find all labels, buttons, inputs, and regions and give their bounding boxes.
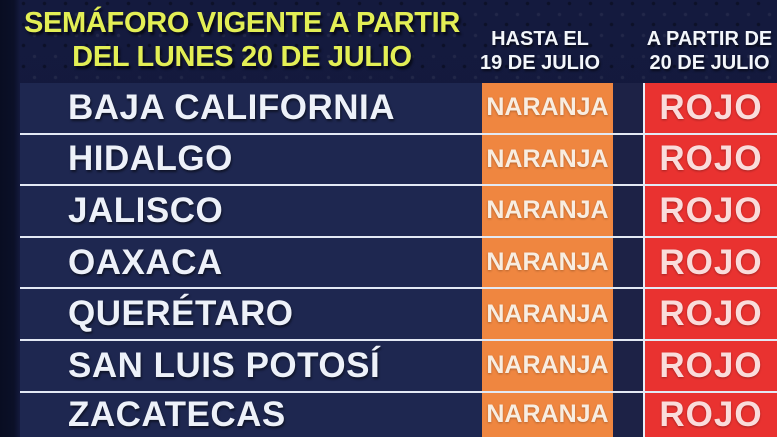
column-gap — [613, 392, 643, 437]
state-name-cell: ZACATECAS — [68, 394, 286, 434]
table-row-3: JALISCO NARANJA ROJO — [20, 186, 777, 238]
table-row-2: HIDALGO NARANJA ROJO — [20, 134, 777, 187]
after-status-cell: ROJO — [643, 340, 777, 391]
after-status-cell: ROJO — [643, 237, 777, 288]
column-gap — [613, 186, 643, 236]
left-edge-shadow — [0, 0, 20, 437]
column-header-before-line-1: HASTA EL — [491, 28, 589, 50]
before-status-cell: NARANJA — [482, 237, 613, 288]
states-table: BAJA CALIFORNIA NARANJA ROJO HIDALGO NAR… — [20, 83, 777, 437]
column-header-before-line-2: 19 DE JULIO — [479, 52, 601, 74]
state-name-cell: QUERÉTARO — [68, 294, 294, 334]
title-line-1: SEMÁFORO VIGENTE A PARTIR — [23, 7, 461, 39]
table-row-1: BAJA CALIFORNIA NARANJA ROJO — [20, 83, 777, 135]
column-gap — [613, 83, 643, 133]
before-status-cell: NARANJA — [482, 392, 613, 437]
title-line-2: DEL LUNES 20 DE JULIO — [72, 41, 412, 73]
state-name-cell: OAXACA — [68, 242, 223, 282]
before-status-cell: NARANJA — [482, 289, 613, 339]
column-header-after-line-1: A PARTIR DE — [646, 28, 773, 50]
column-gap — [613, 340, 643, 391]
state-name-cell: SAN LUIS POTOSÍ — [68, 345, 381, 385]
column-header-before: HASTA EL 19 DE JULIO — [460, 27, 620, 75]
state-name-cell: BAJA CALIFORNIA — [68, 87, 396, 127]
table-row-4: OAXACA NARANJA ROJO — [20, 237, 777, 290]
column-gap — [613, 237, 643, 288]
column-header-after-line-2: 20 DE JULIO — [649, 52, 770, 74]
after-status-cell: ROJO — [643, 289, 777, 339]
column-gap — [613, 134, 643, 185]
before-status-cell: NARANJA — [482, 186, 613, 236]
after-status-cell: ROJO — [643, 392, 777, 437]
column-header-after: A PARTIR DE 20 DE JULIO — [627, 27, 777, 75]
state-name-cell: JALISCO — [68, 190, 224, 230]
after-status-cell: ROJO — [643, 134, 777, 185]
after-status-cell: ROJO — [643, 186, 777, 236]
before-status-cell: NARANJA — [482, 83, 613, 133]
table-row-6: SAN LUIS POTOSÍ NARANJA ROJO — [20, 340, 777, 393]
table-row-7: ZACATECAS NARANJA ROJO — [20, 392, 777, 437]
before-status-cell: NARANJA — [482, 134, 613, 185]
after-status-cell: ROJO — [643, 83, 777, 133]
before-status-cell: NARANJA — [482, 340, 613, 391]
graphic-title: SEMÁFORO VIGENTE A PARTIR DEL LUNES 20 D… — [8, 6, 476, 74]
state-name-cell: HIDALGO — [68, 139, 233, 179]
table-row-5: QUERÉTARO NARANJA ROJO — [20, 289, 777, 341]
column-gap — [613, 289, 643, 339]
